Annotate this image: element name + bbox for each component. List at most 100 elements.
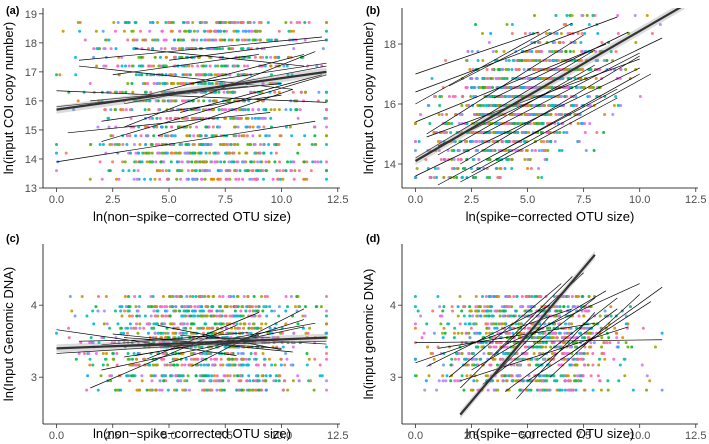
data-point bbox=[215, 314, 219, 318]
data-point bbox=[96, 125, 100, 129]
data-point bbox=[563, 379, 567, 383]
data-point bbox=[203, 160, 207, 164]
data-point bbox=[563, 331, 567, 335]
data-point bbox=[587, 23, 591, 26]
data-point bbox=[443, 131, 447, 134]
data-point bbox=[184, 64, 188, 68]
data-point bbox=[516, 122, 520, 125]
data-point bbox=[257, 388, 261, 392]
data-point bbox=[525, 59, 529, 62]
data-point bbox=[495, 167, 499, 170]
data-point bbox=[120, 64, 124, 68]
data-point bbox=[221, 142, 225, 146]
data-point bbox=[279, 363, 283, 367]
data-point bbox=[436, 167, 440, 170]
data-point bbox=[224, 177, 228, 181]
data-point bbox=[206, 29, 210, 33]
data-point bbox=[576, 379, 580, 383]
data-point bbox=[245, 151, 249, 155]
data-point bbox=[96, 309, 100, 313]
data-point bbox=[218, 142, 222, 146]
data-point bbox=[560, 77, 564, 80]
data-point bbox=[508, 295, 512, 299]
data-point bbox=[230, 38, 234, 42]
data-point bbox=[184, 331, 188, 335]
data-point bbox=[152, 322, 156, 326]
data-point bbox=[446, 322, 450, 326]
data-point bbox=[135, 177, 139, 181]
x-axis-title: ln(non−spike−corrected OTU size) bbox=[93, 426, 291, 441]
data-point bbox=[268, 326, 272, 330]
data-point bbox=[297, 379, 301, 383]
data-point bbox=[313, 125, 317, 129]
fit-line bbox=[191, 308, 305, 367]
data-point bbox=[124, 21, 128, 25]
data-point bbox=[306, 331, 310, 335]
data-point bbox=[217, 73, 221, 77]
data-point bbox=[640, 363, 644, 367]
data-point bbox=[239, 374, 243, 378]
data-point bbox=[552, 305, 556, 309]
data-point bbox=[325, 90, 328, 94]
data-point bbox=[194, 295, 198, 299]
data-point bbox=[573, 345, 577, 349]
data-point bbox=[155, 322, 159, 326]
data-point bbox=[156, 21, 160, 25]
data-point bbox=[177, 151, 181, 155]
data-point bbox=[128, 108, 132, 112]
data-point bbox=[505, 379, 509, 383]
data-point bbox=[253, 142, 257, 146]
data-point bbox=[153, 314, 157, 318]
data-point bbox=[103, 357, 107, 361]
data-point bbox=[501, 68, 505, 71]
data-point bbox=[264, 388, 268, 392]
data-point bbox=[269, 38, 273, 42]
data-point bbox=[190, 160, 194, 164]
data-point bbox=[198, 374, 202, 378]
data-point bbox=[88, 341, 92, 345]
data-point bbox=[250, 90, 254, 94]
data-point bbox=[534, 59, 538, 62]
x-tick-label: 5.0 bbox=[161, 194, 176, 206]
data-point bbox=[453, 379, 457, 383]
data-point bbox=[123, 295, 127, 299]
data-point bbox=[145, 388, 149, 392]
data-point bbox=[73, 314, 77, 318]
data-point bbox=[542, 374, 546, 378]
data-point bbox=[109, 108, 113, 112]
overall-fit-ci-band bbox=[415, 8, 685, 165]
fit-line bbox=[67, 112, 271, 134]
data-point bbox=[325, 142, 328, 146]
data-point bbox=[158, 177, 162, 181]
data-point bbox=[113, 108, 117, 112]
fit-line bbox=[437, 64, 596, 156]
data-point bbox=[558, 131, 562, 134]
data-point bbox=[219, 38, 223, 42]
data-point bbox=[134, 73, 138, 77]
data-point bbox=[247, 357, 251, 361]
data-point bbox=[516, 374, 520, 378]
data-point bbox=[538, 295, 542, 299]
data-point bbox=[158, 379, 162, 383]
data-point bbox=[529, 104, 533, 107]
data-point bbox=[161, 314, 165, 318]
data-point bbox=[174, 295, 178, 299]
panel-c: 0.0 2.5 5.0 7.5 10.0 12.534ln(non−spike−corre… bbox=[1, 233, 348, 442]
data-point bbox=[102, 47, 106, 51]
x-tick-label: 0.0 bbox=[49, 194, 64, 206]
data-point bbox=[119, 309, 123, 313]
data-point bbox=[462, 388, 466, 392]
fit-line bbox=[504, 73, 640, 150]
data-point bbox=[527, 363, 531, 367]
data-point bbox=[136, 351, 140, 355]
data-point bbox=[185, 177, 189, 181]
data-point bbox=[157, 108, 161, 112]
data-point bbox=[560, 149, 564, 152]
data-point bbox=[216, 47, 219, 51]
data-point bbox=[628, 305, 632, 309]
data-point bbox=[583, 336, 587, 340]
data-point bbox=[325, 177, 328, 181]
data-point bbox=[484, 295, 488, 299]
data-point bbox=[617, 379, 621, 383]
data-point bbox=[570, 295, 574, 299]
